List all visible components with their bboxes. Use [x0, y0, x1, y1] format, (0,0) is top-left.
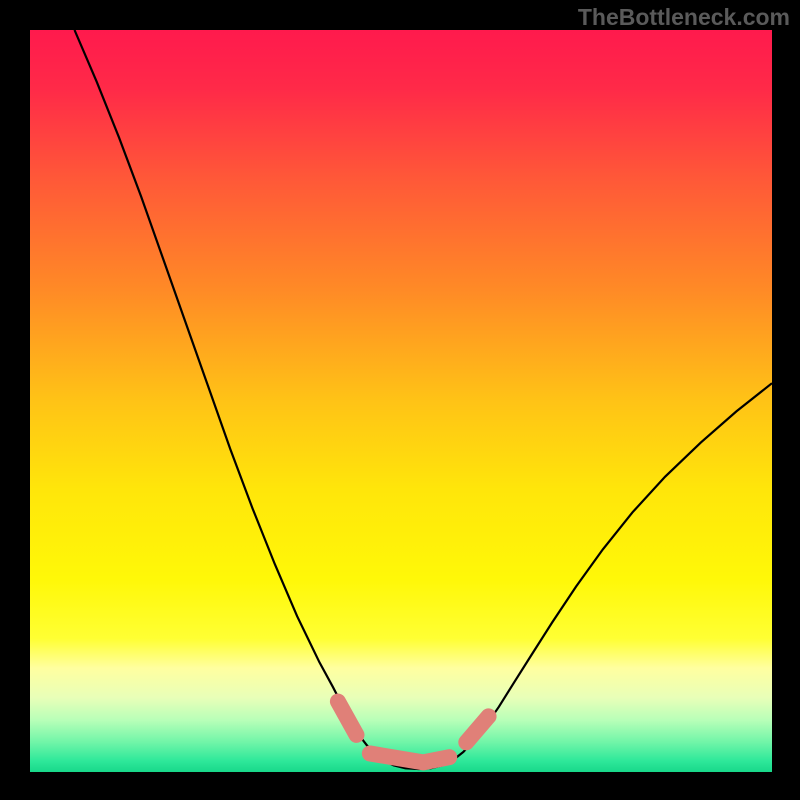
watermark-text: TheBottleneck.com — [578, 4, 790, 31]
optimal-range-marker-1 — [370, 753, 449, 762]
plot-background — [30, 30, 772, 772]
bottleneck-chart — [0, 0, 800, 800]
